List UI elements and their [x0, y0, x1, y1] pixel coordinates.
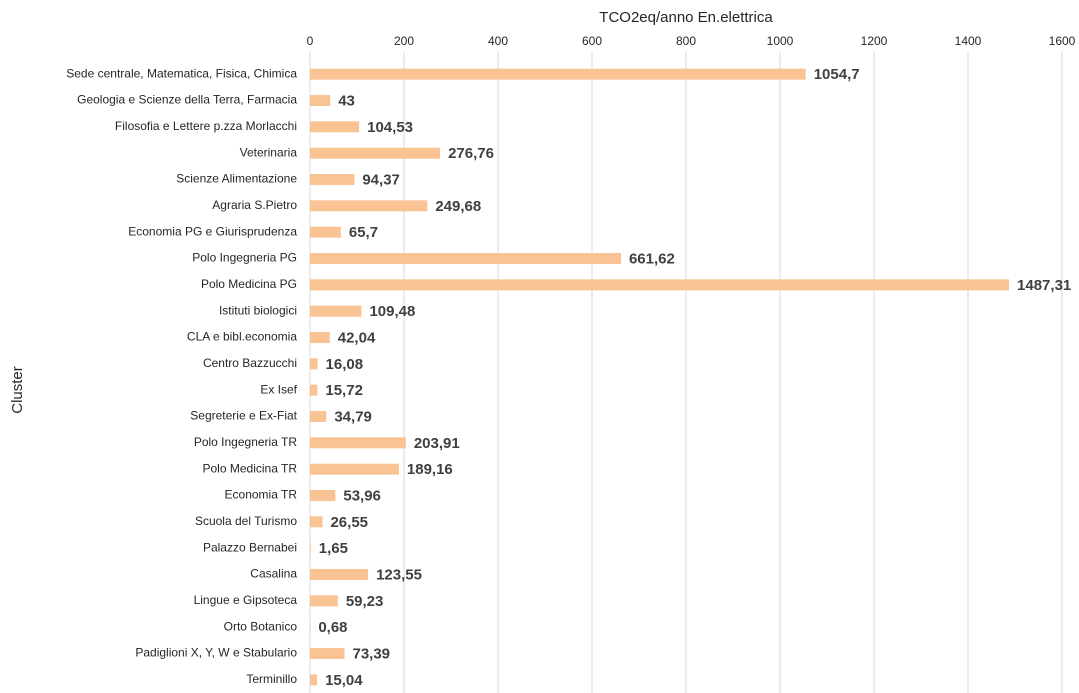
data-label: 1,65: [319, 540, 348, 557]
x-tick-label: 0: [307, 34, 314, 48]
bar: [310, 174, 355, 185]
y-tick-label: Economia TR: [225, 488, 298, 502]
y-tick-label: Padiglioni X, Y, W e Stabulario: [135, 646, 297, 660]
data-label: 249,68: [435, 198, 481, 215]
y-tick-label: Scuola del Turismo: [195, 514, 297, 528]
data-label: 276,76: [448, 145, 494, 162]
data-label: 43: [338, 92, 355, 109]
y-tick-label: Ex Isef: [260, 382, 297, 396]
data-label: 203,91: [414, 435, 460, 452]
data-label: 73,39: [352, 645, 390, 662]
data-label: 15,04: [325, 672, 363, 689]
bar: [310, 147, 441, 159]
bar: [310, 648, 345, 659]
y-axis-title: Cluster: [9, 366, 26, 414]
bar: [310, 516, 323, 528]
data-label: 1487,31: [1017, 277, 1071, 294]
data-label: 189,16: [407, 461, 453, 478]
bar: [310, 674, 318, 686]
bar: [310, 200, 428, 212]
data-label: 65,7: [349, 224, 378, 241]
bar: [310, 490, 336, 501]
bar: [310, 437, 406, 449]
x-tick-label: 1600: [1049, 34, 1076, 48]
y-tick-label: Scienze Alimentazione: [176, 172, 297, 186]
bar: [310, 463, 399, 475]
y-tick-label: CLA e bibl.economia: [187, 330, 297, 344]
data-label: 123,55: [376, 566, 422, 583]
y-tick-label: Istituti biologici: [219, 303, 297, 317]
bar: [310, 305, 362, 317]
bar: [310, 253, 621, 264]
y-tick-label: Polo Medicina TR: [203, 461, 298, 475]
bar: [310, 95, 331, 106]
x-tick-label: 1400: [955, 34, 982, 48]
y-tick-label: Palazzo Bernabei: [203, 540, 297, 554]
y-tick-label: Geologia e Scienze della Terra, Farmacia: [77, 93, 297, 107]
bar: [310, 569, 369, 580]
data-label: 34,79: [334, 408, 372, 425]
y-tick-label: Economia PG e Giurisprudenza: [128, 224, 297, 238]
y-tick-label: Orto Botanico: [224, 619, 298, 633]
y-tick-label: Terminillo: [246, 672, 297, 686]
data-label: 94,37: [362, 171, 400, 188]
y-tick-label: Polo Ingegneria TR: [194, 435, 298, 449]
x-tick-label: 1000: [767, 34, 794, 48]
data-label: 109,48: [369, 303, 415, 320]
bar: [310, 68, 806, 80]
bar: [310, 121, 360, 133]
x-tick-label: 800: [676, 34, 696, 48]
x-tick-label: 1200: [861, 34, 888, 48]
y-tick-label: Polo Medicina PG: [201, 277, 297, 291]
data-label: 15,72: [325, 382, 363, 399]
data-label: 53,96: [343, 487, 381, 504]
y-tick-label: Segreterie e Ex-Fiat: [190, 409, 297, 423]
bar: [310, 542, 311, 554]
data-label: 1054,7: [814, 66, 860, 83]
bar: [310, 226, 341, 238]
x-tick-label: 400: [488, 34, 508, 48]
y-tick-label: Sede centrale, Matematica, Fisica, Chimi…: [66, 66, 297, 80]
bar: [310, 332, 330, 343]
data-label: 26,55: [330, 514, 368, 531]
data-label: 0,68: [318, 619, 347, 636]
data-label: 661,62: [629, 250, 675, 267]
y-tick-label: Filosofia e Lettere p.zza Morlacchi: [115, 119, 297, 133]
x-tick-label: 200: [394, 34, 414, 48]
x-axis-title: TCO2eq/anno En.elettrica: [599, 9, 773, 26]
bar: [310, 595, 338, 607]
y-tick-label: Centro Bazzucchi: [203, 356, 297, 370]
y-tick-label: Veterinaria: [240, 145, 298, 159]
bar: [310, 411, 327, 422]
data-label: 42,04: [338, 329, 376, 346]
data-label: 16,08: [326, 356, 364, 373]
y-tick-label: Agraria S.Pietro: [212, 198, 297, 212]
data-label: 59,23: [346, 593, 384, 610]
bar: [310, 384, 318, 396]
y-tick-label: Casalina: [250, 567, 297, 581]
bar: [310, 358, 318, 370]
data-label: 104,53: [367, 119, 413, 136]
x-tick-label: 600: [582, 34, 602, 48]
bar: [310, 279, 1010, 291]
y-tick-label: Lingue e Gipsoteca: [194, 593, 298, 607]
y-tick-label: Polo Ingegneria PG: [192, 251, 297, 265]
